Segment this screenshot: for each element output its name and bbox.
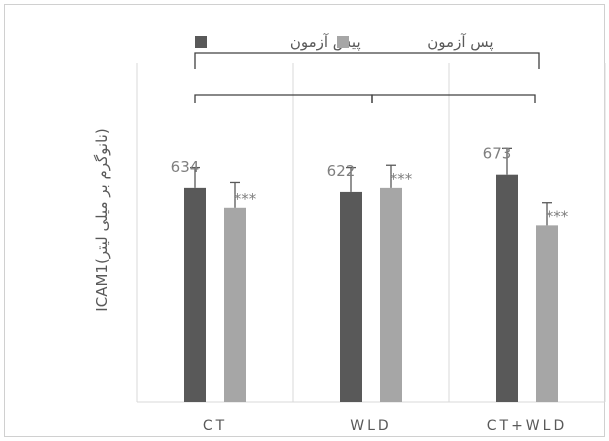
significance-label: ***: [234, 190, 257, 208]
value-label: 634: [171, 158, 200, 176]
bar-CT+WLD-post: [536, 225, 558, 402]
bar-CT-pre: [184, 187, 206, 402]
bar-CT+WLD-pre: [496, 174, 518, 402]
value-label: 622: [327, 162, 356, 180]
significance-label: ***: [390, 170, 413, 188]
legend-label-post: پس آزمون: [427, 33, 493, 52]
bar-WLD-post: [380, 187, 402, 402]
bar-WLD-pre: [340, 191, 362, 402]
significance-label: ***: [546, 207, 569, 225]
bar-CT-post: [224, 207, 246, 402]
x-tick-label: WLD: [350, 418, 391, 434]
bracket-ct-vs-ctwld: [194, 52, 540, 69]
x-tick-label: CT: [203, 418, 227, 434]
bracket-wld-vs-ctwld: [371, 94, 536, 103]
legend-swatch-post: [337, 36, 349, 48]
y-axis-label: ICAM1(نانوگرم بر میلی لیتر): [93, 128, 111, 311]
bar-chart: 634 *** CT 622 *** WLD 673 *** CT+WLD پیش آزمون پ…: [93, 33, 606, 434]
legend-label-pre: پیش آزمون: [290, 33, 361, 52]
chart-frame: 634 *** CT 622 *** WLD 673 *** CT+WLD پیش آزمون پ…: [4, 4, 606, 437]
value-label: 673: [483, 145, 512, 163]
x-tick-label: CT+WLD: [487, 418, 567, 434]
bracket-ct-vs-wld: [194, 94, 373, 103]
legend-swatch-pre: [195, 36, 207, 48]
